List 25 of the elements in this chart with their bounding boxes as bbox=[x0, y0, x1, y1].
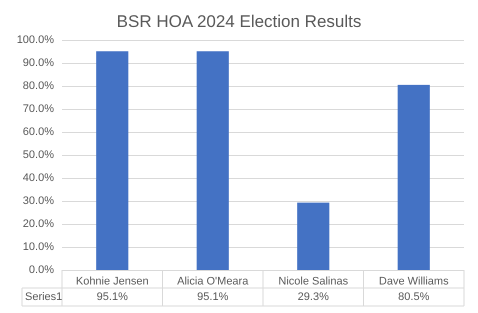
bar bbox=[96, 51, 128, 270]
y-tick-label: 60.0% bbox=[22, 126, 54, 138]
x-tick-label: Nicole Salinas bbox=[278, 276, 349, 288]
y-tick-label: 10.0% bbox=[22, 241, 54, 253]
y-tick-label: 20.0% bbox=[22, 218, 54, 230]
bar bbox=[196, 51, 229, 270]
bar bbox=[297, 202, 330, 270]
x-tick-label: Kohnie Jensen bbox=[76, 276, 149, 288]
y-tick-label: 80.0% bbox=[22, 80, 54, 92]
y-tick-label: 90.0% bbox=[22, 57, 54, 69]
data-label: 80.5% bbox=[398, 291, 430, 303]
y-tick-label: 0.0% bbox=[28, 264, 54, 276]
data-label: 95.1% bbox=[197, 291, 229, 303]
y-tick-label: 70.0% bbox=[22, 103, 54, 115]
y-tick-label: 30.0% bbox=[22, 195, 54, 207]
text: Series1 bbox=[25, 291, 62, 303]
x-tick-label: Dave Williams bbox=[378, 276, 450, 288]
y-tick-label: 40.0% bbox=[22, 172, 54, 184]
data-label: 95.1% bbox=[96, 291, 128, 303]
y-tick-label: 100.0% bbox=[16, 34, 54, 46]
chart-title: BSR HOA 2024 Election Results bbox=[116, 12, 362, 31]
bar bbox=[398, 84, 430, 270]
data-label: 29.3% bbox=[298, 291, 330, 303]
x-tick-label: Alicia O'Meara bbox=[177, 276, 250, 288]
y-tick-label: 50.0% bbox=[22, 149, 54, 161]
